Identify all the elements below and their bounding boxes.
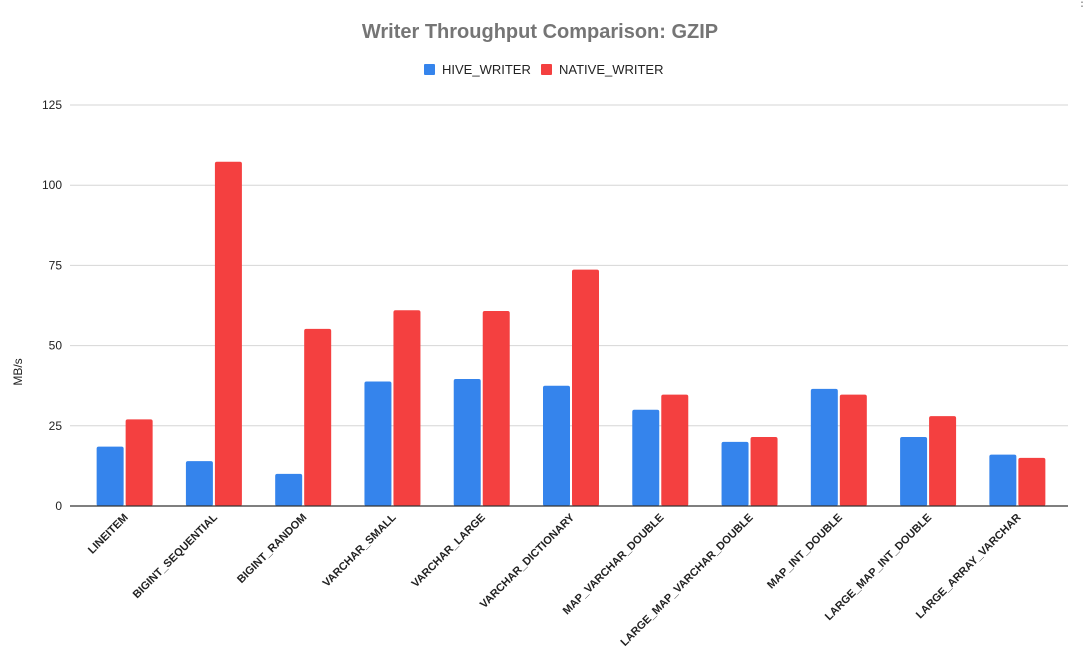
legend-label-native: NATIVE_WRITER: [559, 62, 664, 77]
bar-native-large-map-varchar-double: [750, 437, 778, 506]
bar-hive-large-map-varchar-double: [721, 441, 749, 506]
bar-hive-map-varchar-double: [632, 409, 660, 506]
bar-hive-bigint-random: [275, 473, 303, 506]
bar-hive-map-int-double: [810, 388, 838, 506]
chart-title: Writer Throughput Comparison: GZIP: [362, 21, 718, 43]
y-tick-label: 100: [42, 178, 62, 192]
y-tick-label: 50: [49, 339, 63, 353]
y-axis-ticks: 0 25 50 75 100 125: [42, 98, 62, 513]
y-tick-label: 25: [49, 419, 63, 433]
legend[interactable]: HIVE_WRITER NATIVE_WRITER: [424, 62, 664, 77]
y-tick-label: 75: [49, 258, 63, 272]
x-category-label: LARGE_ARRAY_VARCHAR: [914, 512, 1024, 622]
bar-native-map-varchar-double: [661, 394, 689, 506]
bar-native-lineitem: [125, 419, 153, 506]
bars: [96, 161, 1046, 506]
x-axis-categories: LINEITEM BIGINT_SEQUENTIAL BIGINT_RANDOM VA…: [86, 511, 1024, 649]
bar-native-bigint-sequential: [214, 161, 242, 506]
bar-hive-varchar-large: [453, 378, 481, 506]
bar-hive-large-map-int-double: [900, 437, 928, 506]
legend-label-hive: HIVE_WRITER: [442, 62, 531, 77]
bar-hive-lineitem: [96, 446, 124, 506]
x-category-label: BIGINT_RANDOM: [235, 512, 309, 586]
bar-native-varchar-small: [393, 310, 421, 506]
bar-native-varchar-large: [482, 310, 510, 506]
bar-native-large-array-varchar: [1018, 457, 1046, 506]
x-category-label: VARCHAR_DICTIONARY: [478, 511, 578, 611]
bar-hive-varchar-small: [364, 381, 392, 506]
y-axis-label: MB/s: [11, 358, 25, 385]
x-category-label: BIGINT_SEQUENTIAL: [131, 511, 220, 600]
x-category-label: MAP_VARCHAR_DOUBLE: [561, 512, 667, 618]
x-category-label: MAP_INT_DOUBLE: [765, 512, 845, 592]
bar-native-large-map-int-double: [929, 416, 957, 506]
x-category-label: LINEITEM: [86, 512, 131, 557]
x-category-label: LARGE_MAP_INT_DOUBLE: [823, 512, 934, 623]
y-tick-label: 0: [55, 499, 62, 513]
legend-swatch-hive: [424, 64, 435, 75]
bar-hive-large-array-varchar: [989, 454, 1017, 506]
legend-swatch-native: [541, 64, 552, 75]
y-tick-label: 125: [42, 98, 62, 112]
bar-native-bigint-random: [304, 328, 332, 506]
bar-hive-varchar-dictionary: [543, 385, 570, 506]
chart-menu-icon[interactable]: ⋮: [1076, 0, 1088, 9]
bar-native-map-int-double: [839, 394, 867, 506]
bar-native-varchar-dictionary: [572, 269, 599, 506]
bar-hive-bigint-sequential: [185, 461, 213, 506]
x-category-label: VARCHAR_SMALL: [321, 511, 399, 589]
x-category-label: VARCHAR_LARGE: [409, 512, 487, 590]
